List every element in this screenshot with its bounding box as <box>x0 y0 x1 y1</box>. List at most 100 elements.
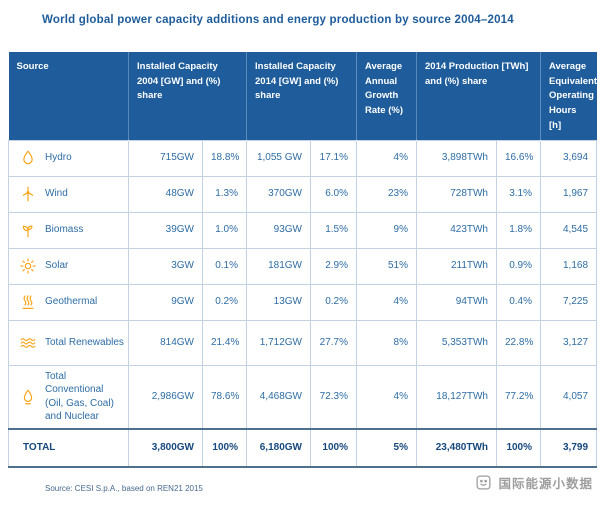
cell-production: 5,353TWh <box>416 319 497 366</box>
cell-capacity-2004: 814GW <box>128 319 203 366</box>
cell-capacity-2014: 13GW <box>246 283 311 321</box>
cell-production: 423TWh <box>416 211 497 249</box>
total-label: TOTAL <box>8 428 129 469</box>
cell-share-2004: 18.8% <box>202 139 247 177</box>
cell-operating-hours: 4,057 <box>540 364 598 430</box>
cell-growth-rate: 4% <box>356 283 417 321</box>
cell-capacity-2004: 39GW <box>128 211 203 249</box>
cell-share-2004: 100% <box>202 428 247 469</box>
cell-share-2014: 0.2% <box>310 283 357 321</box>
header-row: Source Installed Capacity 2004 [GW] and … <box>8 52 597 141</box>
table-row-hydro: Hydro 715GW 18.8% 1,055 GW 17.1% 4% 3,89… <box>8 139 598 177</box>
page-title: World global power capacity additions an… <box>42 14 514 26</box>
conventional-fuel-icon <box>19 388 37 406</box>
watermark-icon <box>475 474 492 491</box>
cell-capacity-2014: 93GW <box>246 211 311 249</box>
row-label: Hydro <box>45 152 72 164</box>
cell-production-share: 16.6% <box>495 139 542 177</box>
cell-production-share: 0.9% <box>495 247 542 285</box>
col-header-operating-hours: Average Equivalent Operating Hours [h] <box>540 52 597 141</box>
row-label: Biomass <box>45 224 84 236</box>
col-header-production-2014: 2014 Production [TWh] and (%) share <box>416 52 542 141</box>
row-label: Total Conventional (Oil, Gas, Coal) and … <box>45 370 114 423</box>
geothermal-icon <box>19 293 37 311</box>
cell-share-2014: 17.1% <box>310 139 357 177</box>
cell-share-2004: 1.0% <box>202 211 247 249</box>
row-label: Total Renewables <box>45 336 124 348</box>
cell-production: 3,898TWh <box>416 139 497 177</box>
cell-operating-hours: 4,545 <box>540 211 598 249</box>
cell-share-2004: 1.3% <box>202 175 247 213</box>
cell-production: 18,127TWh <box>416 364 497 430</box>
cell-capacity-2014: 4,468GW <box>246 364 311 430</box>
cell-share-2014: 6.0% <box>310 175 357 213</box>
table-row-solar: Solar 3GW 0.1% 181GW 2.9% 51% 211TWh 0.9… <box>8 247 598 285</box>
cell-capacity-2014: 1,055 GW <box>246 139 311 177</box>
source-note: Source: CESI S.p.A., based on REN21 2015 <box>45 484 203 494</box>
cell-capacity-2014: 6,180GW <box>246 428 311 469</box>
col-header-capacity-2004: Installed Capacity 2004 [GW] and (%) sha… <box>128 52 247 141</box>
cell-production-share: 1.8% <box>495 211 542 249</box>
wind-turbine-icon <box>19 185 37 203</box>
cell-capacity-2004: 3,800GW <box>128 428 203 469</box>
footer: Source: CESI S.p.A., based on REN21 2015… <box>0 468 603 493</box>
cell-production-share: 0.4% <box>495 283 542 321</box>
cell-production-share: 3.1% <box>495 175 542 213</box>
cell-growth-rate: 8% <box>356 319 417 366</box>
solar-icon <box>19 257 37 275</box>
cell-production-share: 100% <box>495 428 542 469</box>
col-header-capacity-2014: Installed Capacity 2014 [GW] and (%) sha… <box>246 52 357 141</box>
cell-production: 211TWh <box>416 247 497 285</box>
cell-growth-rate: 23% <box>356 175 417 213</box>
hydro-icon <box>19 149 37 167</box>
cell-growth-rate: 4% <box>356 139 417 177</box>
cell-share-2014: 100% <box>310 428 357 469</box>
cell-capacity-2004: 3GW <box>128 247 203 285</box>
cell-share-2014: 2.9% <box>310 247 357 285</box>
table-row-total-renewables: Total Renewables 814GW 21.4% 1,712GW 27.… <box>8 319 598 366</box>
cell-growth-rate: 9% <box>356 211 417 249</box>
cell-capacity-2014: 1,712GW <box>246 319 311 366</box>
cell-production-share: 22.8% <box>495 319 542 366</box>
cell-operating-hours: 3,799 <box>540 428 598 469</box>
cell-capacity-2004: 9GW <box>128 283 203 321</box>
table-row-wind: Wind 48GW 1.3% 370GW 6.0% 23% 728TWh 3.1… <box>8 175 598 213</box>
col-header-growth-rate: Average Annual Growth Rate (%) <box>356 52 417 141</box>
cell-share-2004: 0.1% <box>202 247 247 285</box>
cell-capacity-2004: 2,986GW <box>128 364 203 430</box>
table-row-total-conventional: Total Conventional (Oil, Gas, Coal) and … <box>8 364 598 430</box>
table-row-geothermal: Geothermal 9GW 0.2% 13GW 0.2% 4% 94TWh 0… <box>8 283 598 321</box>
cell-operating-hours: 1,168 <box>540 247 598 285</box>
cell-growth-rate: 5% <box>356 428 417 469</box>
cell-growth-rate: 4% <box>356 364 417 430</box>
cell-operating-hours: 3,127 <box>540 319 598 366</box>
cell-operating-hours: 7,225 <box>540 283 598 321</box>
cell-capacity-2004: 715GW <box>128 139 203 177</box>
row-label: Geothermal <box>45 296 98 308</box>
cell-share-2014: 27.7% <box>310 319 357 366</box>
data-table: Source Installed Capacity 2004 [GW] and … <box>8 52 598 469</box>
cell-production: 23,480TWh <box>416 428 497 469</box>
table-row-total: TOTAL 3,800GW 100% 6,180GW 100% 5% 23,48… <box>8 428 598 469</box>
cell-capacity-2004: 48GW <box>128 175 203 213</box>
row-label: Solar <box>45 260 69 272</box>
cell-production: 94TWh <box>416 283 497 321</box>
watermark-text: 国际能源小数据 <box>498 477 593 492</box>
biomass-icon <box>19 221 37 239</box>
cell-growth-rate: 51% <box>356 247 417 285</box>
watermark: 国际能源小数据 <box>475 473 593 492</box>
cell-share-2014: 72.3% <box>310 364 357 430</box>
cell-share-2004: 78.6% <box>202 364 247 430</box>
cell-share-2004: 21.4% <box>202 319 247 366</box>
cell-share-2014: 1.5% <box>310 211 357 249</box>
cell-production-share: 77.2% <box>495 364 542 430</box>
cell-capacity-2014: 181GW <box>246 247 311 285</box>
data-table-container: Source Installed Capacity 2004 [GW] and … <box>8 52 598 469</box>
cell-production: 728TWh <box>416 175 497 213</box>
cell-share-2004: 0.2% <box>202 283 247 321</box>
cell-operating-hours: 1,967 <box>540 175 598 213</box>
col-header-source: Source <box>8 52 129 141</box>
cell-capacity-2014: 370GW <box>246 175 311 213</box>
cell-operating-hours: 3,694 <box>540 139 598 177</box>
row-label: Wind <box>45 188 68 200</box>
